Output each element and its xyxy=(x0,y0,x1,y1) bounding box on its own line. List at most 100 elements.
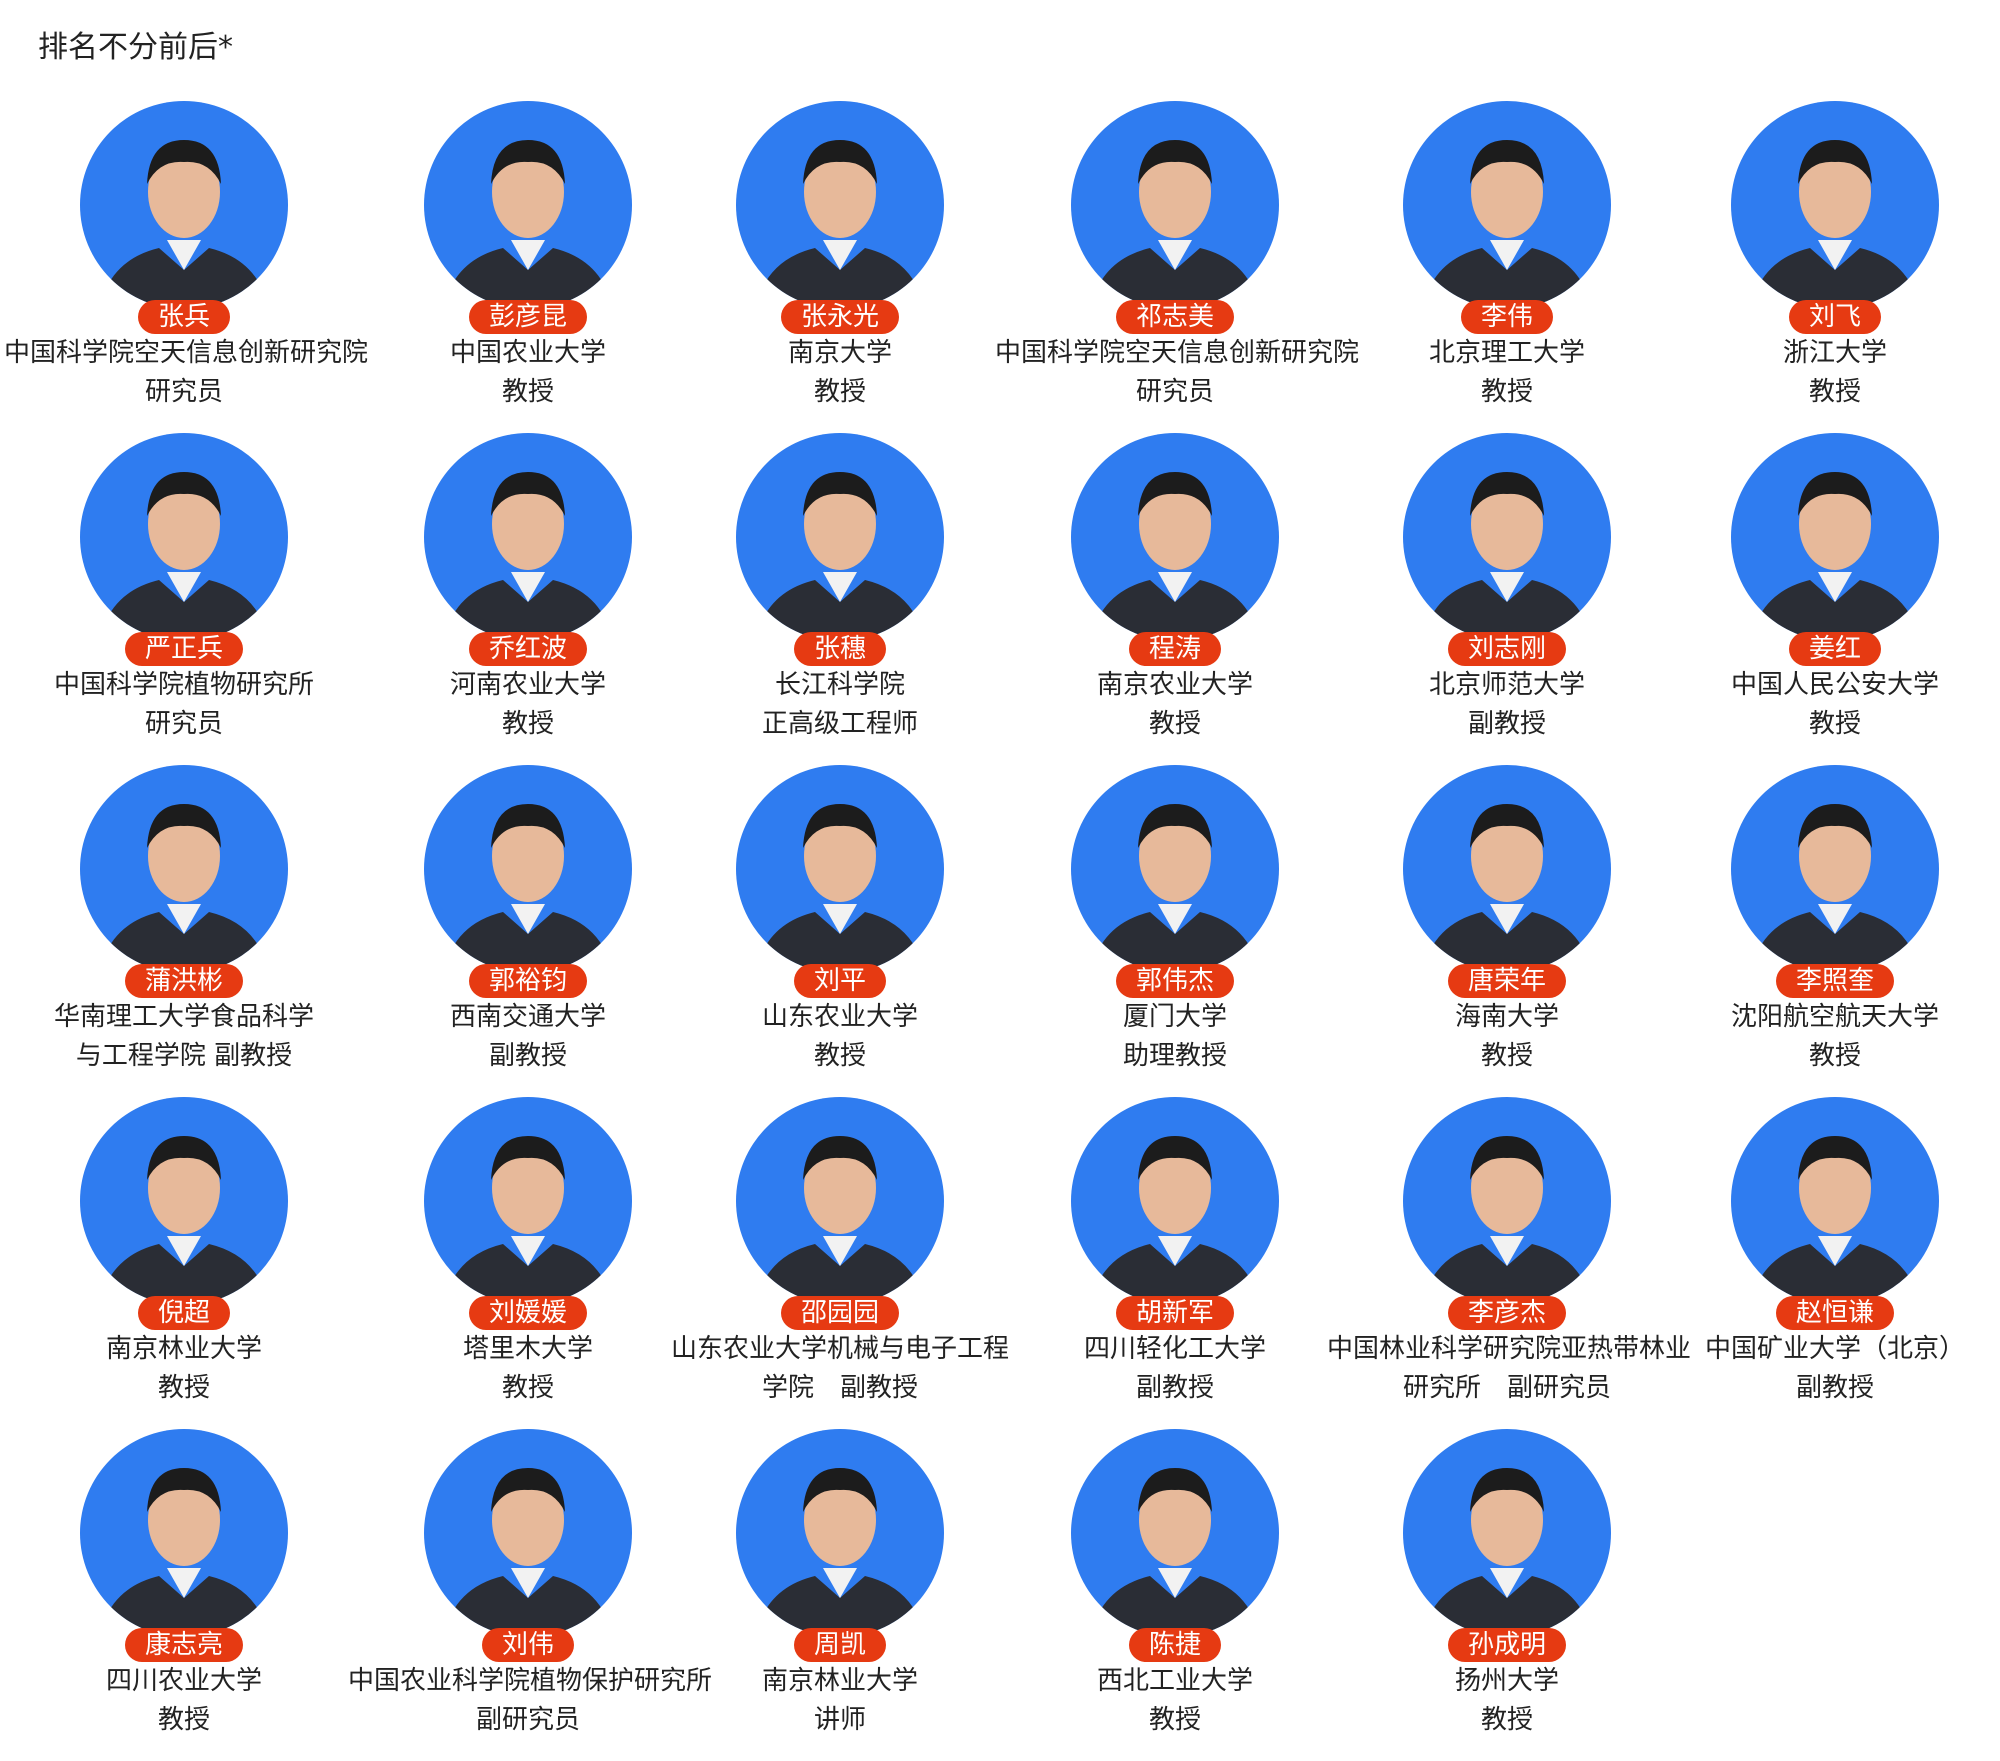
avatar xyxy=(1731,765,1939,973)
person-card: 蒲洪彬华南理工大学食品科学 与工程学院 副教授 xyxy=(4,764,364,1076)
affiliation-line: 与工程学院 副教授 xyxy=(75,1041,293,1071)
badge-row: 张兵 xyxy=(4,300,364,334)
badge-row: 倪超 xyxy=(4,1296,364,1330)
person-card: 倪超 南京林业大学 教授 xyxy=(4,1096,364,1408)
affiliation-line: 教授 xyxy=(1480,377,1533,407)
badge-row: 张永光 xyxy=(660,300,1020,334)
affiliation-line: 研究所 副研究员 xyxy=(1402,1373,1611,1403)
affiliation-line: 教授 xyxy=(157,1705,210,1735)
affiliation-line: 教授 xyxy=(1148,1705,1201,1735)
affiliation-line: 长江科学院 xyxy=(774,670,905,700)
affiliation-line: 华南理工大学食品科学 xyxy=(53,1002,314,1032)
name-badge: 蒲洪彬 xyxy=(124,964,243,998)
badge-row: 李照奎 xyxy=(1655,964,2000,998)
person-card: 祁志美中国科学院空天信息创新研究院 研究员 xyxy=(995,100,1360,412)
name-badge: 唐荣年 xyxy=(1447,964,1566,998)
person-card: 赵恒谦 中国矿业大学（北京） 副教授 xyxy=(1655,1096,2000,1408)
name-badge: 胡新军 xyxy=(1115,1296,1234,1330)
person-card: 郭伟杰 厦门大学 助理教授 xyxy=(995,764,1355,1076)
affiliation-line: 沈阳航空航天大学 xyxy=(1730,1002,1939,1032)
name-badge: 康志亮 xyxy=(124,1628,243,1662)
person-card: 彭彦昆 中国农业大学 教授 xyxy=(348,100,708,412)
badge-row: 郭伟杰 xyxy=(995,964,1355,998)
avatar xyxy=(1403,433,1611,641)
name-badge: 刘媛媛 xyxy=(468,1296,587,1330)
affiliation-line: 副教授 xyxy=(1135,1373,1214,1403)
badge-row: 赵恒谦 xyxy=(1655,1296,2000,1330)
avatar xyxy=(424,433,632,641)
badge-row: 彭彦昆 xyxy=(348,300,708,334)
affiliation-line: 教授 xyxy=(501,1373,554,1403)
affiliation-line: 研究员 xyxy=(1135,377,1214,407)
person-card: 胡新军 四川轻化工大学 副教授 xyxy=(995,1096,1355,1408)
affiliation-line: 西北工业大学 xyxy=(1096,1666,1253,1696)
name-badge: 张穗 xyxy=(793,632,886,666)
affiliation-line: 中国科学院空天信息创新研究院 xyxy=(995,338,1360,368)
affiliation-line: 河南农业大学 xyxy=(449,670,606,700)
badge-row: 孙成明 xyxy=(1327,1628,1687,1662)
person-card: 刘平 山东农业大学 教授 xyxy=(660,764,1020,1076)
name-badge: 周凯 xyxy=(793,1628,886,1662)
name-badge: 李彦杰 xyxy=(1447,1296,1566,1330)
avatar xyxy=(424,101,632,309)
badge-row: 唐荣年 xyxy=(1327,964,1687,998)
badge-row: 刘伟 xyxy=(348,1628,708,1662)
affiliation-line: 教授 xyxy=(1808,709,1861,739)
name-badge: 程涛 xyxy=(1128,632,1221,666)
avatar xyxy=(1403,765,1611,973)
avatar xyxy=(80,101,288,309)
name-badge: 乔红波 xyxy=(468,632,587,666)
affiliation-line: 教授 xyxy=(1148,709,1201,739)
name-badge: 姜红 xyxy=(1788,632,1881,666)
affiliation-line: 中国人民公安大学 xyxy=(1730,670,1939,700)
name-badge: 张永光 xyxy=(780,300,899,334)
avatar xyxy=(736,1097,944,1305)
person-card: 张穗 长江科学院 正高级工程师 xyxy=(660,432,1020,744)
affiliation-line: 教授 xyxy=(813,1041,866,1071)
affiliation-line: 教授 xyxy=(1480,1705,1533,1735)
affiliation-line: 中国林业科学研究院亚热带林业 xyxy=(1327,1334,1692,1364)
affiliation-line: 扬州大学 xyxy=(1454,1666,1559,1696)
avatar xyxy=(1071,101,1279,309)
badge-row: 刘志刚 xyxy=(1327,632,1687,666)
avatar xyxy=(1731,101,1939,309)
name-badge: 李伟 xyxy=(1460,300,1553,334)
affiliation-line: 北京师范大学 xyxy=(1428,670,1585,700)
badge-row: 祁志美 xyxy=(995,300,1355,334)
name-badge: 刘伟 xyxy=(481,1628,574,1662)
person-card: 陈捷 西北工业大学 教授 xyxy=(995,1428,1355,1740)
affiliation-line: 教授 xyxy=(813,377,866,407)
person-card: 李照奎 沈阳航空航天大学 教授 xyxy=(1655,764,2000,1076)
person-card: 唐荣年 海南大学 教授 xyxy=(1327,764,1687,1076)
avatar xyxy=(1071,433,1279,641)
affiliation-line: 山东农业大学 xyxy=(761,1002,918,1032)
affiliation-line: 副教授 xyxy=(488,1041,567,1071)
person-card: 李伟 北京理工大学 教授 xyxy=(1327,100,1687,412)
name-badge: 张兵 xyxy=(137,300,230,334)
badge-row: 乔红波 xyxy=(348,632,708,666)
badge-row: 刘飞 xyxy=(1655,300,2000,334)
affiliation-line: 中国矿业大学（北京） xyxy=(1704,1334,1965,1364)
name-badge: 严正兵 xyxy=(124,632,243,666)
affiliation-line: 副教授 xyxy=(1467,709,1546,739)
person-card: 周凯 南京林业大学 讲师 xyxy=(660,1428,1020,1740)
person-card: 程涛 南京农业大学 教授 xyxy=(995,432,1355,744)
affiliation-line: 教授 xyxy=(501,709,554,739)
affiliation-line: 研究员 xyxy=(144,377,223,407)
name-badge: 祁志美 xyxy=(1115,300,1234,334)
avatar xyxy=(1071,1097,1279,1305)
person-card: 刘志刚北京师范大学 副教授 xyxy=(1327,432,1687,744)
affiliation-line: 四川农业大学 xyxy=(105,1666,262,1696)
person-card: 姜红中国人民公安大学 教授 xyxy=(1655,432,2000,744)
badge-row: 刘媛媛 xyxy=(348,1296,708,1330)
name-badge: 孙成明 xyxy=(1447,1628,1566,1662)
avatar xyxy=(1403,101,1611,309)
affiliation-line: 南京林业大学 xyxy=(105,1334,262,1364)
badge-row: 李伟 xyxy=(1327,300,1687,334)
avatar xyxy=(1731,433,1939,641)
avatar xyxy=(80,433,288,641)
avatar xyxy=(1731,1097,1939,1305)
badge-row: 邵园园 xyxy=(660,1296,1020,1330)
person-card: 邵园园 山东农业大学机械与电子工程 学院 副教授 xyxy=(660,1096,1020,1408)
affiliation-line: 南京林业大学 xyxy=(761,1666,918,1696)
